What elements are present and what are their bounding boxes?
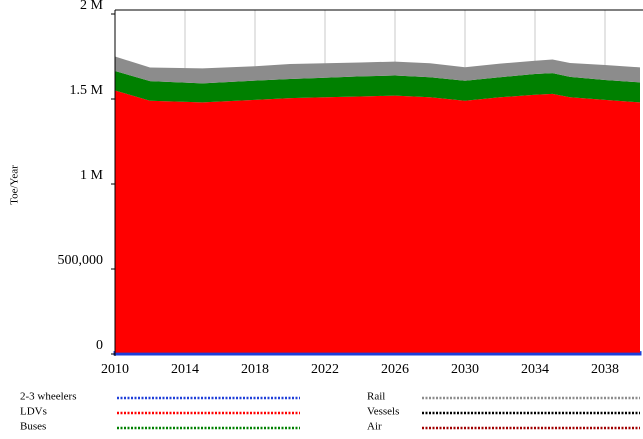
x-tick-label: 2030 [451,362,479,377]
y-tick-label: 1.5 M [70,83,104,98]
y-axis-label: Toe/Year [9,165,21,205]
x-tick-label: 2010 [101,362,129,377]
area [113,351,642,356]
area [115,90,640,353]
area [115,56,640,84]
x-tick-label: 2014 [171,362,199,377]
x-tick-label: 2038 [591,362,619,377]
legend-label: LDVs [20,406,47,418]
legend-label: Air [367,421,382,433]
legend-label: Vessels [367,406,399,418]
y-tick-label: 0 [96,338,103,353]
x-tick-label: 2026 [381,362,409,377]
y-tick-label: 2 M [80,0,104,13]
x-tick-label: 2034 [521,362,549,377]
y-tick-label: 500,000 [58,253,104,268]
y-tick-label: 1 M [80,168,104,183]
legend-label: Rail [367,391,385,403]
legend-label: 2-3 wheelers [20,391,77,403]
area [115,70,640,103]
legend-label: Buses [20,421,46,433]
x-tick-label: 2022 [311,362,339,377]
x-tick-label: 2018 [241,362,269,377]
